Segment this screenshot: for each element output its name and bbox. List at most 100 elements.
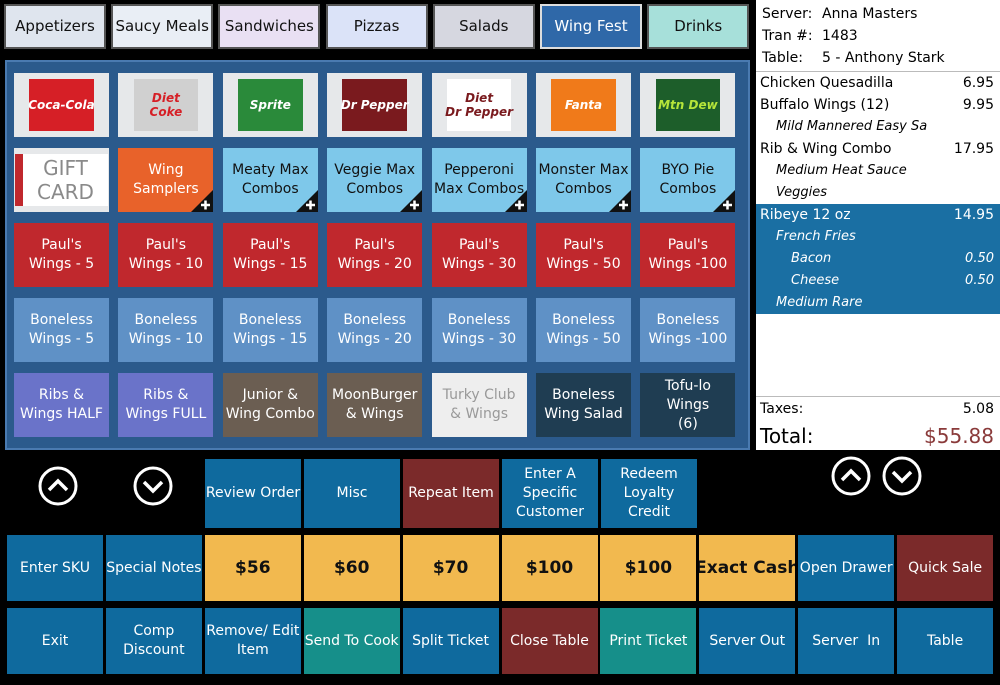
action-button[interactable]: Special Notes — [105, 535, 202, 601]
menu-item[interactable]: Diet Coke — [118, 73, 214, 137]
header-value: 1483 — [822, 28, 858, 44]
action-button[interactable]: $100 — [600, 535, 697, 601]
order-scroll-down-button[interactable] — [881, 455, 923, 497]
button-label: Quick Sale — [908, 559, 983, 576]
menu-item[interactable]: BYO Pie Combos — [640, 148, 736, 212]
category-tab[interactable]: Pizzas — [325, 4, 428, 49]
menu-item[interactable]: Junior & Wing Combo — [222, 373, 318, 437]
category-tab[interactable]: Salads — [432, 4, 535, 49]
menu-item[interactable]: Fanta — [536, 73, 631, 137]
menu-item[interactable]: Mtn Dew — [640, 73, 736, 137]
menu-item[interactable]: Boneless Wings - 15 — [222, 298, 318, 362]
menu-item[interactable]: Monster Max Combos — [536, 148, 631, 212]
menu-item[interactable]: Veggie Max Combos — [327, 148, 423, 212]
action-button[interactable]: Repeat Item — [403, 459, 499, 528]
button-label: & Wings — [450, 406, 509, 422]
scroll-up-button[interactable] — [37, 465, 79, 507]
action-button[interactable]: Exact Cash — [699, 535, 796, 601]
category-tab[interactable]: Saucy Meals — [111, 4, 214, 49]
menu-item[interactable]: Pepperoni Max Combos — [431, 148, 527, 212]
menu-item[interactable]: Tofu-lo Wings (6) — [640, 373, 736, 437]
menu-item[interactable]: Boneless Wings -100 — [640, 298, 736, 362]
action-button[interactable]: Table — [897, 608, 994, 674]
action-button[interactable]: Server In — [798, 608, 895, 674]
order-item[interactable]: Chicken Quesadilla 6.95 — [756, 72, 1000, 94]
logo: Sprite — [238, 79, 303, 131]
action-button[interactable]: Review Order — [205, 459, 301, 528]
menu-item[interactable]: MoonBurger & Wings — [327, 373, 423, 437]
logo-text: Diet — [465, 91, 494, 105]
menu-item[interactable]: Boneless Wing Salad — [536, 373, 631, 437]
menu-item[interactable]: Paul's Wings - 20 — [327, 223, 423, 287]
button-label: Boneless — [552, 387, 615, 403]
menu-item[interactable]: Sprite — [222, 73, 318, 137]
action-button[interactable]: Enter SKU — [7, 535, 103, 601]
menu-item[interactable]: Meaty Max Combos — [222, 148, 318, 212]
more-icon — [609, 190, 631, 212]
button-label: MoonBurger — [332, 387, 418, 403]
button-label: $70 — [432, 557, 469, 578]
more-icon — [504, 190, 527, 212]
button-label: (6) — [677, 415, 698, 432]
logo: Dr Pepper — [340, 79, 409, 131]
menu-item[interactable]: Paul's Wings - 15 — [222, 223, 318, 287]
total-label: Total: — [760, 424, 814, 448]
order-scroll-up-button[interactable] — [830, 455, 872, 497]
action-button[interactable]: $70 — [402, 535, 499, 601]
order-item[interactable]: Buffalo Wings (12) 9.95 — [756, 94, 1000, 116]
action-button[interactable]: Close Table — [501, 608, 598, 674]
action-button[interactable]: Comp Discount — [105, 608, 202, 674]
action-button[interactable]: $100 — [501, 535, 598, 601]
menu-item[interactable]: Boneless Wings - 20 — [327, 298, 423, 362]
action-button[interactable]: Misc — [304, 459, 400, 528]
total-row: Total: $55.88 — [756, 422, 1000, 450]
menu-item[interactable]: Ribs & Wings HALF — [14, 373, 109, 437]
order-modifier: French Fries — [756, 226, 1000, 248]
category-tab[interactable]: Sandwiches — [218, 4, 321, 49]
menu-item[interactable]: GIFT CARD — [14, 148, 109, 212]
button-label: Credit — [627, 504, 671, 520]
menu-item[interactable]: Boneless Wings - 5 — [14, 298, 109, 362]
menu-item[interactable]: Wing Samplers — [118, 148, 214, 212]
action-button[interactable]: $56 — [204, 535, 301, 601]
button-label: Exact Cash — [699, 557, 796, 578]
menu-item[interactable]: Dr Pepper — [327, 73, 423, 137]
logo: Mtn Dew — [655, 79, 721, 131]
button-label: Combos — [241, 181, 299, 197]
taxes-row: Taxes: 5.08 — [756, 398, 1000, 420]
button-label: Wings - 20 — [337, 256, 412, 272]
button-label: Loyalty — [623, 485, 675, 501]
action-button[interactable]: Enter A Specific Customer — [502, 459, 598, 528]
action-button[interactable]: Exit — [7, 608, 103, 674]
menu-item[interactable]: Boneless Wings - 30 — [431, 298, 527, 362]
action-button[interactable]: Split Ticket — [402, 608, 499, 674]
action-button[interactable]: Open Drawer — [798, 535, 895, 601]
menu-item[interactable]: Diet Dr Pepper — [431, 73, 527, 137]
action-button[interactable]: Server Out — [699, 608, 796, 674]
menu-item[interactable]: Turky Club & Wings — [431, 373, 527, 437]
logo-text: Dr Pepper — [340, 98, 409, 112]
action-button[interactable]: Quick Sale — [897, 535, 994, 601]
menu-panel: Coca-Cola Diet Coke Sprite Dr Pepper Diet Dr P… — [5, 60, 750, 450]
menu-item[interactable]: Paul's Wings - 30 — [431, 223, 527, 287]
action-button[interactable]: Print Ticket — [600, 608, 697, 674]
scroll-down-button[interactable] — [132, 465, 174, 507]
category-tab[interactable]: Appetizers — [4, 4, 106, 49]
menu-item[interactable]: Coca-Cola — [14, 73, 109, 137]
category-tab[interactable]: Drinks — [647, 4, 750, 49]
category-tab[interactable]: Wing Fest — [540, 4, 642, 49]
menu-item[interactable]: Paul's Wings - 5 — [14, 223, 109, 287]
action-button[interactable]: $60 — [303, 535, 400, 601]
order-item[interactable]: Rib & Wing Combo 17.95 — [756, 138, 1000, 160]
menu-item[interactable]: Paul's Wings -100 — [640, 223, 736, 287]
order-item[interactable]: Ribeye 12 oz 14.95 — [756, 204, 1000, 226]
action-button[interactable]: Redeem Loyalty Credit — [601, 459, 697, 528]
menu-item[interactable]: Boneless Wings - 10 — [118, 298, 214, 362]
action-button[interactable]: Send To Cook — [303, 608, 400, 674]
action-button[interactable]: Remove/ Edit Item — [204, 608, 301, 674]
menu-item[interactable]: Paul's Wings - 10 — [118, 223, 214, 287]
menu-item[interactable]: Paul's Wings - 50 — [536, 223, 631, 287]
menu-item[interactable]: Boneless Wings - 50 — [536, 298, 631, 362]
menu-item[interactable]: Ribs & Wings FULL — [118, 373, 214, 437]
button-label: & Wings — [345, 406, 404, 422]
